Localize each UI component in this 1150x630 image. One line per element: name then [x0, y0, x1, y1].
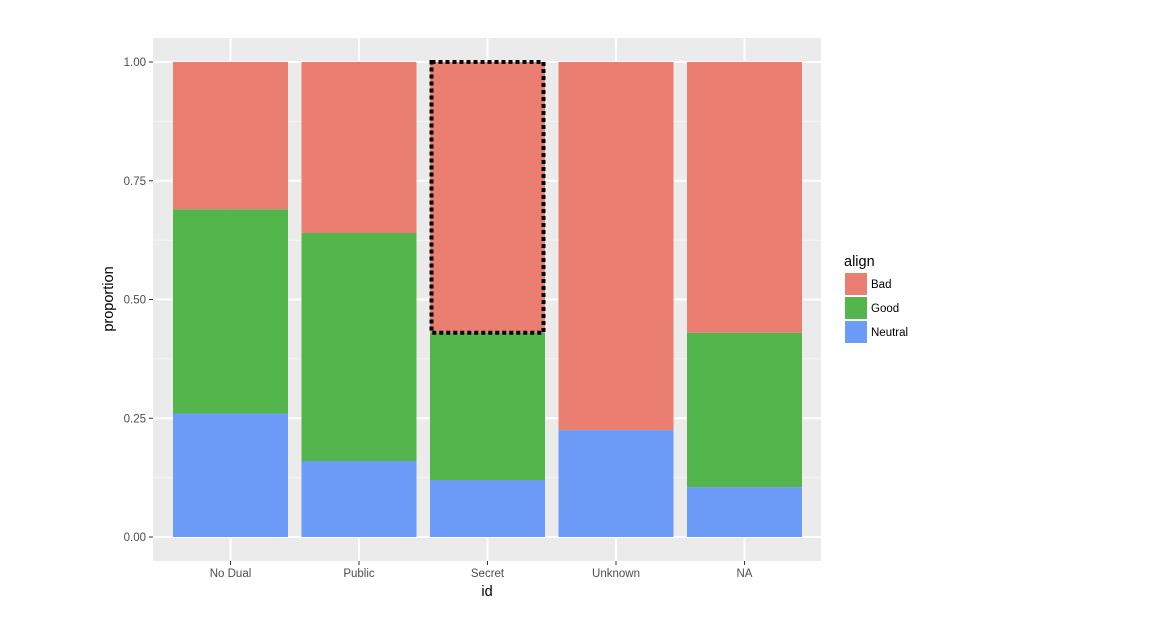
bar-secret-good [430, 332, 545, 480]
legend: align Bad Good Neutral [844, 254, 908, 343]
bars [173, 62, 802, 537]
bar-na-neutral [687, 487, 802, 537]
bar-secret-neutral [430, 480, 545, 537]
legend-key-bad [845, 273, 867, 295]
y-tick-label: 0.25 [124, 413, 146, 425]
highlight-layer [429, 60, 546, 335]
bar-no-dual-neutral [173, 413, 288, 537]
x-tick-label: Unknown [592, 568, 640, 580]
x-tick-label: No Dual [210, 568, 252, 580]
bar-unknown-bad [558, 62, 674, 431]
legend-title: align [844, 254, 875, 270]
y-tick-label: 0.75 [124, 176, 146, 188]
bar-public-good [301, 233, 417, 461]
legend-label-bad: Bad [871, 279, 891, 291]
bar-na-bad [687, 62, 802, 333]
legend-label-neutral: Neutral [871, 327, 908, 339]
y-axis: 0.00 0.25 0.50 0.75 1.00 [124, 57, 153, 544]
highlight-outline [429, 60, 546, 335]
y-tick-label: 1.00 [124, 57, 146, 69]
bar-public-neutral [301, 461, 417, 537]
bar-unknown-neutral [558, 430, 674, 537]
bar-na-good [687, 332, 802, 488]
legend-label-good: Good [871, 303, 899, 315]
x-tick-label: Secret [471, 568, 505, 580]
y-axis-title: proportion [101, 266, 117, 331]
x-axis: No Dual Public Secret Unknown NA [210, 561, 753, 580]
x-tick-label: Public [343, 568, 375, 580]
x-tick-label: NA [737, 568, 753, 580]
legend-key-good [845, 297, 867, 319]
y-tick-label: 0.50 [124, 295, 146, 307]
bar-public-bad [301, 62, 417, 233]
bar-no-dual-good [173, 209, 288, 414]
legend-key-neutral [845, 321, 867, 343]
x-axis-title: id [481, 584, 492, 600]
bar-no-dual-bad [173, 62, 288, 210]
y-tick-label: 0.00 [124, 532, 146, 544]
bar-secret-bad [430, 62, 545, 333]
